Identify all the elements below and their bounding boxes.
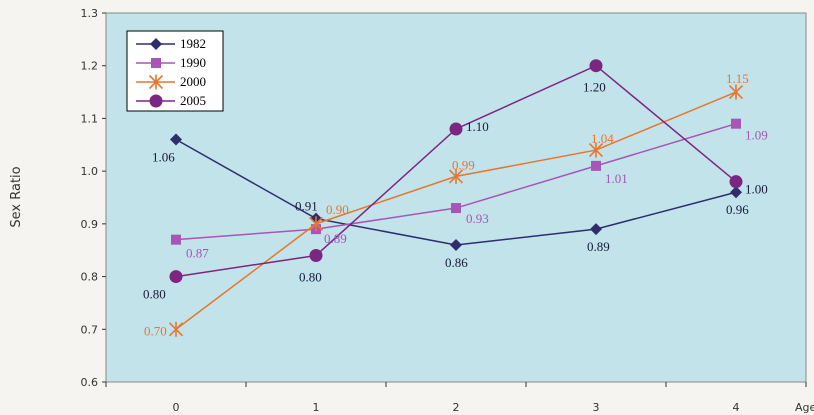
point-2005-4 — [729, 175, 743, 189]
point-1982-3 — [590, 223, 602, 236]
data-label-2000-2: 0.99 — [452, 157, 475, 172]
point-2005-3 — [589, 59, 603, 73]
data-label-1982-0: 1.06 — [152, 150, 175, 165]
point-1990-2 — [451, 203, 461, 214]
data-label-2000-3: 1.04 — [591, 131, 614, 146]
series-2005 — [169, 59, 743, 284]
series-2000 — [168, 84, 744, 337]
point-2000-3 — [588, 142, 604, 158]
data-label-2005-0: 0.80 — [143, 287, 166, 302]
data-label-2005-4: 1.00 — [745, 182, 768, 197]
data-labels: 1.06 0.91 0.86 0.89 0.96 0.87 0.89 0.93 1.01 1.09… — [143, 71, 768, 338]
point-2000-0 — [168, 321, 184, 337]
data-label-2005-2: 1.10 — [466, 119, 489, 134]
y-tick-label-1.2: 1.2 — [81, 60, 99, 73]
data-label-2000-0: 0.70 — [144, 323, 167, 338]
legend-entry-2000: 2000 — [136, 74, 206, 90]
y-tick-label-0.6: 0.6 — [81, 376, 99, 389]
legend-marker-2005 — [149, 94, 163, 108]
series-1982 — [170, 133, 742, 251]
point-1990-4 — [731, 118, 741, 129]
y-tick-label-1.1: 1.1 — [81, 112, 99, 125]
legend-label-2005: 2005 — [180, 93, 206, 108]
y-tick-label-1.0: 1.0 — [81, 165, 99, 178]
data-label-1990-3: 1.01 — [605, 171, 628, 186]
point-2000-1 — [308, 216, 324, 232]
point-1982-0 — [170, 133, 182, 146]
legend-box — [126, 30, 224, 112]
point-2005-0 — [169, 270, 183, 284]
legend-label-1990: 1990 — [180, 55, 206, 70]
x-tick-label-2: 2 — [453, 401, 460, 414]
x-tick-label-1: 1 — [313, 401, 320, 414]
point-1990-3 — [591, 160, 601, 171]
y-tick-label-0.9: 0.9 — [81, 218, 99, 231]
data-label-2005-1: 0.80 — [299, 269, 322, 284]
x-axis-label: Age — [795, 401, 814, 414]
y-tick-label-1.3: 1.3 — [81, 7, 99, 20]
series-layer — [168, 59, 744, 337]
legend: 1982 1990 2000 2005 — [126, 30, 224, 112]
legend-label-2000: 2000 — [180, 74, 206, 89]
data-label-1990-1: 0.89 — [324, 231, 347, 246]
y-axis-label: Sex Ratio — [9, 166, 24, 227]
x-tick-label-0: 0 — [173, 401, 180, 414]
legend-entry-2005: 2005 — [136, 93, 206, 108]
point-2005-1 — [309, 248, 323, 262]
point-1982-2 — [450, 238, 462, 251]
data-label-1990-2: 0.93 — [466, 211, 489, 226]
y-tick-label-0.7: 0.7 — [81, 323, 99, 336]
point-2000-4 — [728, 84, 744, 100]
legend-entry-1990: 1990 — [136, 55, 206, 70]
legend-marker-2000 — [148, 74, 164, 90]
y-tick-label-0.8: 0.8 — [81, 271, 99, 284]
point-2005-2 — [449, 122, 463, 136]
legend-marker-1982 — [150, 38, 162, 50]
data-label-2005-3: 1.20 — [583, 80, 606, 95]
point-1982-4 — [730, 186, 742, 199]
data-label-1990-4: 1.09 — [745, 128, 768, 143]
data-label-1982-3: 0.89 — [587, 239, 610, 254]
legend-label-1982: 1982 — [180, 36, 206, 51]
point-2000-2 — [448, 168, 464, 184]
x-tick-label-4: 4 — [733, 401, 740, 414]
data-label-1990-0: 0.87 — [186, 246, 209, 261]
data-label-2000-4: 1.15 — [726, 71, 749, 86]
legend-entry-1982: 1982 — [136, 36, 206, 51]
data-label-1982-4: 0.96 — [726, 202, 749, 217]
x-tick-label-3: 3 — [593, 401, 600, 414]
data-label-1982-2: 0.86 — [445, 255, 468, 270]
legend-marker-1990 — [151, 58, 161, 68]
data-label-2000-1: 0.90 — [326, 202, 349, 217]
point-1990-0 — [171, 234, 181, 245]
axes: 0.6 0.7 0.8 0.9 1.0 1.1 1.2 1.3 0 1 2 3 4 — [81, 7, 807, 414]
data-label-1982-1: 0.91 — [295, 199, 318, 214]
